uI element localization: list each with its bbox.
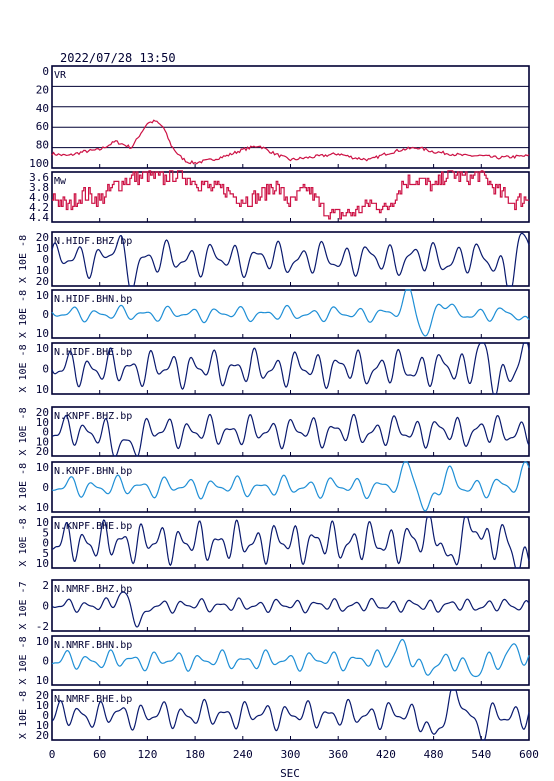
y-tick-label: 20 <box>36 729 49 742</box>
y-axis-label: X 10E -8 <box>18 235 29 283</box>
y-tick-label: 10 <box>36 435 49 448</box>
y-tick-label: 10 <box>36 635 49 648</box>
y-tick-label: 3.8 <box>29 181 49 194</box>
y-tick-label: 10 <box>36 383 49 396</box>
x-tick-label: 300 <box>281 748 301 761</box>
y-tick-label: 0 <box>42 65 49 78</box>
y-tick-label: 0 <box>42 600 49 613</box>
panel-title: N.NMRF.BHZ.bp <box>54 584 132 595</box>
y-axis-label: X 10E -8 <box>18 290 29 338</box>
y-tick-label: 0 <box>42 426 49 439</box>
y-tick-label: 10 <box>36 289 49 302</box>
y-tick-label: 10 <box>36 416 49 429</box>
y-tick-label: 10 <box>36 242 49 255</box>
y-tick-label: 10 <box>36 461 49 474</box>
trace-line-n-hidf-bhz-bp <box>51 232 530 287</box>
trace-line-vr <box>51 119 530 165</box>
x-tick-label: 480 <box>424 748 444 761</box>
y-tick-label: 5 <box>42 526 49 539</box>
x-tick-label: 360 <box>328 748 348 761</box>
y-tick-label: 10 <box>36 264 49 277</box>
x-axis-label: SEC <box>280 767 300 780</box>
y-tick-label: 0 <box>42 363 49 376</box>
panels-group: 020406080100VR3.63.84.04.24.4Mw201001020… <box>18 65 539 761</box>
y-tick-label: 0 <box>42 537 49 550</box>
y-tick-label: 0 <box>42 253 49 266</box>
y-tick-label: 10 <box>36 501 49 514</box>
y-tick-label: 10 <box>36 327 49 340</box>
x-tick-label: 120 <box>137 748 157 761</box>
y-axis-label: X 10E -8 <box>18 463 29 511</box>
y-tick-label: 10 <box>36 719 49 732</box>
y-tick-label: 20 <box>36 231 49 244</box>
trace-line-n-hidf-bhe-bp <box>51 342 530 395</box>
y-tick-label: 20 <box>36 689 49 702</box>
trace-line-n-hidf-bhn-bp <box>51 289 530 337</box>
y-tick-label: 40 <box>36 102 49 115</box>
trace-line-n-nmrf-bhz-bp <box>51 591 530 628</box>
y-tick-label: 60 <box>36 120 49 133</box>
y-tick-label: 100 <box>29 157 49 170</box>
x-tick-label: 0 <box>49 748 56 761</box>
y-tick-label: 10 <box>36 516 49 529</box>
y-tick-label: 20 <box>36 406 49 419</box>
panel-title: N.KNPF.BHN.bp <box>54 466 132 477</box>
y-tick-label: 10 <box>36 557 49 570</box>
y-axis-label: X 10E -8 <box>18 691 29 739</box>
panel-title: N.HIDF.BHE.bp <box>54 347 132 358</box>
y-axis-label: X 10E -7 <box>18 581 29 629</box>
panel-title: N.HIDF.BHN.bp <box>54 294 132 305</box>
panel-title: N.KNPF.BHZ.bp <box>54 411 132 422</box>
y-tick-label: 10 <box>36 699 49 712</box>
figure-timestamp: 2022/07/28 13:50 <box>60 51 176 65</box>
y-axis-label: X 10E -8 <box>18 518 29 566</box>
x-tick-label: 60 <box>93 748 106 761</box>
y-tick-label: 20 <box>36 275 49 288</box>
y-tick-label: 20 <box>36 83 49 96</box>
y-tick-label: 2 <box>42 579 49 592</box>
trace-line-mw <box>52 170 529 220</box>
y-axis-label: X 10E -8 <box>18 344 29 392</box>
y-tick-label: -2 <box>36 620 49 633</box>
y-tick-label: 10 <box>36 674 49 687</box>
trace-line-n-knpf-bhz-bp <box>51 413 530 457</box>
panel-title: N.HIDF.BHZ.bp <box>54 236 132 247</box>
y-axis-label: X 10E -8 <box>18 407 29 455</box>
trace-line-n-knpf-bhn-bp <box>51 461 530 512</box>
y-tick-label: 4.4 <box>29 211 49 224</box>
x-tick-label: 240 <box>233 748 253 761</box>
y-tick-label: 5 <box>42 547 49 560</box>
y-tick-label: 3.6 <box>29 171 49 184</box>
trace-line-n-nmrf-bhe-bp <box>51 689 530 741</box>
x-tick-label: 420 <box>376 748 396 761</box>
panel-title: VR <box>54 70 67 81</box>
trace-line-n-knpf-bhe-bp <box>51 516 530 569</box>
y-tick-label: 4.2 <box>29 201 49 214</box>
y-axis-label: X 10E -8 <box>18 636 29 684</box>
y-tick-label: 0 <box>42 655 49 668</box>
panel-title: N.KNPF.BHE.bp <box>54 521 132 532</box>
y-tick-label: 4.0 <box>29 191 49 204</box>
y-tick-label: 0 <box>42 481 49 494</box>
trace-line-n-nmrf-bhn-bp <box>51 638 530 678</box>
panel-title: N.NMRF.BHE.bp <box>54 694 132 705</box>
panel-title: N.NMRF.BHN.bp <box>54 640 132 651</box>
y-tick-label: 80 <box>36 139 49 152</box>
x-tick-label: 540 <box>471 748 491 761</box>
panel-frame-vr <box>51 65 530 169</box>
y-tick-label: 20 <box>36 445 49 458</box>
y-tick-label: 0 <box>42 308 49 321</box>
y-tick-label: 0 <box>42 709 49 722</box>
panel-title: Mw <box>54 176 67 187</box>
x-tick-label: 600 <box>519 748 539 761</box>
y-tick-label: 10 <box>36 342 49 355</box>
x-tick-label: 180 <box>185 748 205 761</box>
